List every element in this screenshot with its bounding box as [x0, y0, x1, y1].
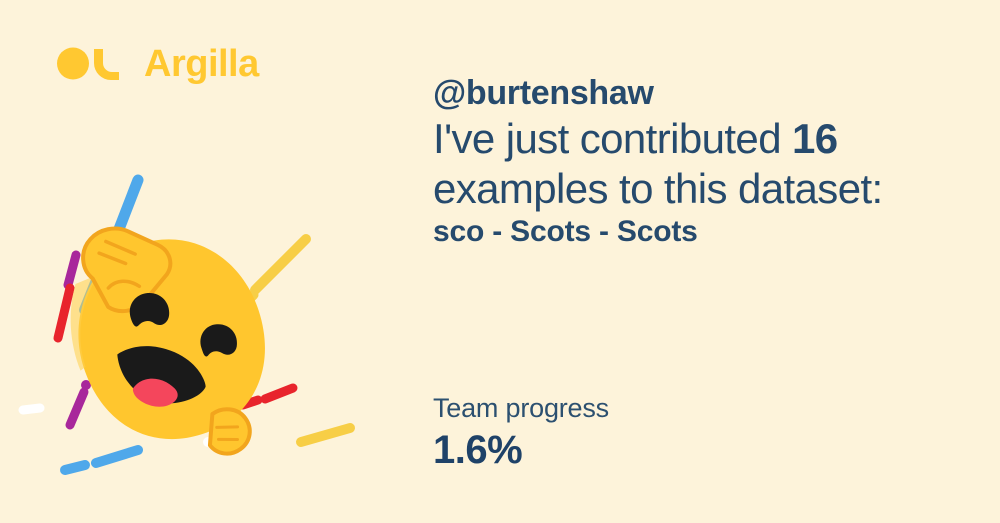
argilla-mascot-illustration — [18, 160, 388, 510]
mascot-fist-bottom — [207, 407, 252, 456]
message-block: @burtenshaw I've just contributed 16 exa… — [433, 74, 953, 250]
team-progress-block: Team progress 1.6% — [433, 392, 833, 472]
brand-name: Argilla — [144, 43, 259, 85]
mascot-eye-right — [200, 324, 237, 357]
message-suffix: examples to this dataset: — [433, 164, 883, 212]
mascot-eye-left — [129, 293, 170, 327]
mascot-body — [70, 226, 265, 456]
team-progress-label: Team progress — [433, 393, 609, 423]
argilla-logo-icon — [56, 47, 128, 81]
team-progress-value: 1.6% — [433, 428, 523, 473]
user-handle: @burtenshaw — [433, 74, 654, 112]
contribution-count: 16 — [792, 115, 838, 163]
dataset-name: sco - Scots - Scots — [433, 215, 698, 249]
message-prefix: I've just contributed — [433, 115, 782, 163]
brand-lockup: Argilla — [56, 38, 259, 90]
contribution-message: I've just contributed 16 examples to thi… — [433, 114, 893, 213]
mascot-tongue — [132, 378, 178, 407]
